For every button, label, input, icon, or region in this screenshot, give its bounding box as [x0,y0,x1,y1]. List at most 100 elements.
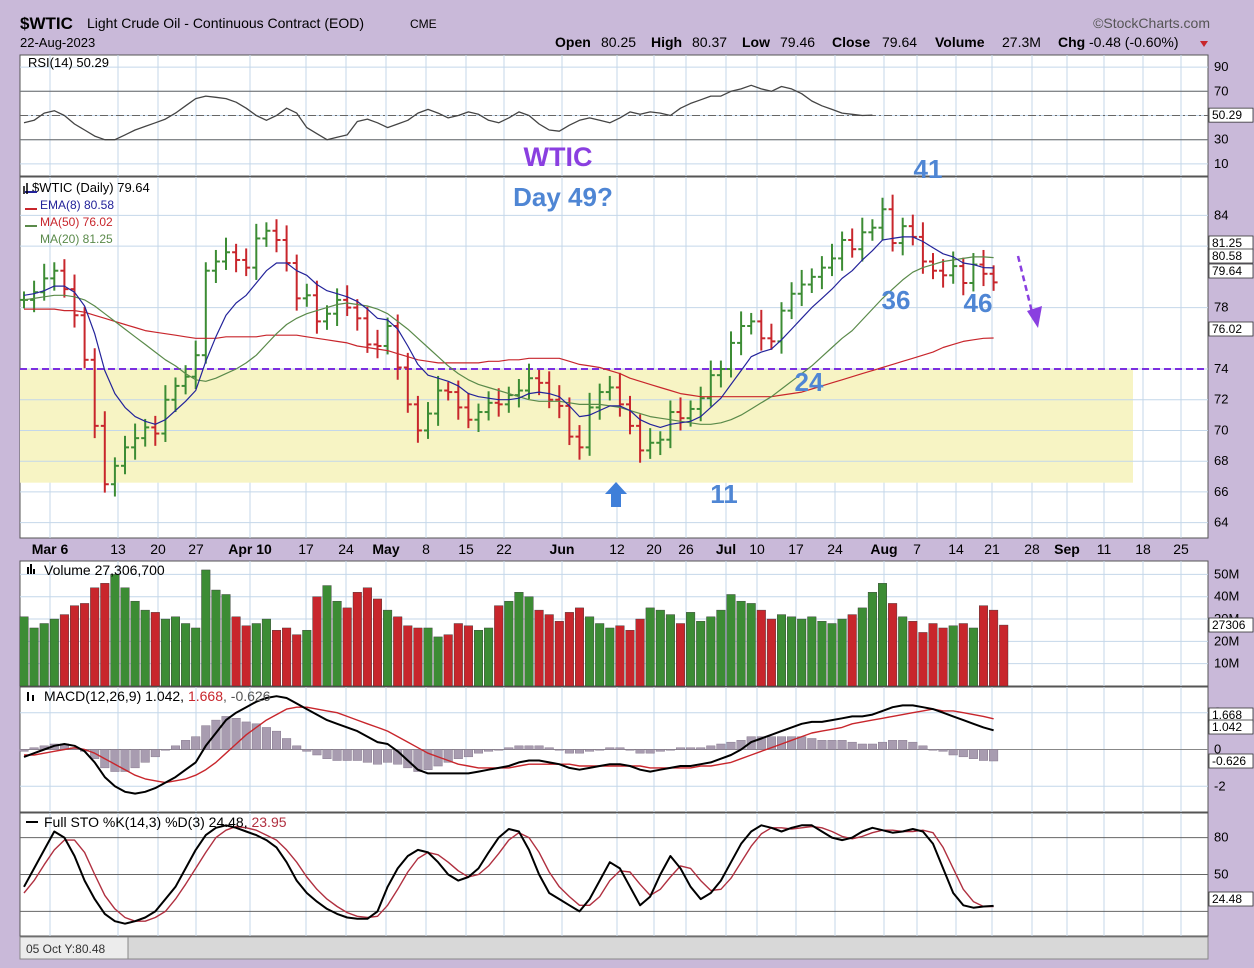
ma50-line [24,308,994,398]
x-tick-label: 22 [496,541,512,557]
ohlc-bar [727,331,735,378]
macd-histogram-bar [797,736,807,750]
macd-histogram-bar [221,716,231,750]
sto-d-line [23,825,994,922]
ohlc-bar [323,305,331,330]
stockcharts-brand: ©StockCharts.com [1093,15,1210,31]
ohlc-bar [959,257,968,296]
ohlc-bar [110,457,119,497]
sto-last-value-box [1208,891,1254,907]
ohlc-bar [373,329,382,359]
stochastic-panel: 80 50 Full STO %K(14,3) %D(3) 24.48, 23.95… [19,812,1254,937]
volume-y-tick: 20M [1214,633,1239,648]
volume-bar [453,623,463,687]
volume-bar [716,609,726,687]
volume-bar [282,627,292,687]
macd-histogram-bar [352,749,362,761]
macd-legend-icon [27,692,34,701]
ohlc-bar [737,311,746,356]
ohlc-bar [858,217,867,262]
price-last-value: 76.02 [1212,322,1242,336]
volume-bar [221,594,231,687]
support-zone [20,369,1133,483]
timeline-scrollbar[interactable]: 05 Oct Y:80.48 [19,936,1209,960]
volume-bar [393,616,403,687]
ohlc-bar [838,231,847,271]
ohlc-bar [918,222,927,274]
price-last-value-box [1208,321,1254,337]
ohlc-bar [706,360,715,407]
macd-histogram-bar [494,749,504,751]
volume-bar [362,587,372,687]
volume-bar [312,596,322,687]
x-tick-label: 25 [1173,541,1189,557]
volume-bar [615,625,625,687]
x-tick-label: 26 [678,541,694,557]
ohlc-bar [262,222,271,247]
volume-bar [665,614,675,687]
ohlc-bar [848,228,857,258]
volume-bar [898,616,908,687]
ohlc-bar [121,435,129,475]
ohlc-bar [484,391,493,421]
macd-histogram-bar [90,749,100,759]
volume-bar [373,598,383,687]
x-tick-label: Jun [550,541,575,557]
ohlc-bar [605,375,614,401]
annotation-subtitle: Day 49? [513,182,613,212]
low-label: Low [742,34,770,50]
volume-bar [736,600,746,687]
ohlc-bar [817,256,826,290]
macd-histogram-bar [19,749,29,752]
x-tick-label: 28 [1024,541,1040,557]
x-tick-label: 17 [788,541,804,557]
scrollbar-thumb[interactable] [19,936,129,960]
close-value: 79.64 [882,34,917,50]
ohlc-bar [545,371,554,409]
macd-histogram-bar [272,730,282,750]
macd-last-value: 1.668 [1212,708,1242,722]
x-tick-label: 24 [827,541,843,557]
volume-bar [948,625,958,687]
price-y-tick: 72 [1214,392,1228,407]
volume-bar [231,616,241,687]
ohlc-bar [222,237,230,270]
macd-histogram-bar [706,745,716,750]
high-label: High [651,34,682,50]
price-y-tick: 84 [1214,207,1228,222]
ohlc-bar [161,385,170,442]
ohlc-bar [302,283,311,307]
volume-y-tick: 50M [1214,566,1239,581]
macd-histogram-bar [191,736,201,750]
sto-legend: Full STO %K(14,3) %D(3) 24.48, 23.95 [44,814,287,830]
volume-bar [423,627,433,687]
x-tick-label: 14 [948,541,964,557]
volume-bar [130,600,140,687]
cycle-label: 41 [914,154,943,184]
macd-histogram-bar [261,727,271,750]
macd-histogram-bar [292,745,302,750]
volume-bar [999,624,1009,687]
volume-bar [928,623,938,687]
volume-bar [211,589,221,687]
volume-bar [878,583,888,687]
sto-last-value: 24.48 [1212,892,1242,906]
volume-bars [19,569,1009,687]
price-last-value: 79.64 [1212,264,1242,278]
cycle-label: 36 [882,285,911,315]
cycle-label: 46 [964,288,993,318]
volume-bar [979,605,989,687]
macd-histogram-bar [29,747,39,750]
macd-histogram-bar [878,741,888,750]
volume-bar [201,569,211,687]
ohlc-bar [424,402,432,439]
x-tick-label: Jul [716,541,736,557]
scrollbar-track[interactable] [19,936,1209,960]
ohlc-bar [90,348,99,439]
macd-histogram-bar [605,747,615,750]
macd-legend-hist: , -0.626 [223,688,271,704]
price-y-tick: 70 [1214,422,1228,437]
sto-legend-d: 23.95 [251,814,286,830]
volume-bar [989,609,999,687]
volume-bar [120,587,130,687]
